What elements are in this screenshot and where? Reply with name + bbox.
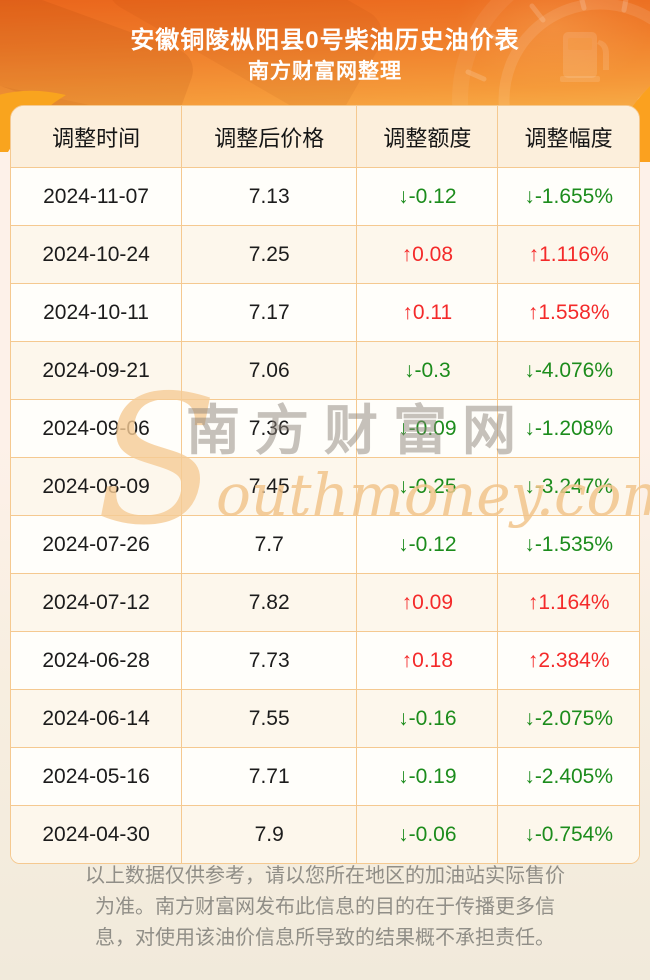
cell-price-after: 7.9 bbox=[182, 806, 358, 863]
cell-adjust-date: 2024-10-24 bbox=[11, 226, 183, 284]
cell-change-pct: ↓-1.535% bbox=[498, 516, 639, 574]
cell-price-after: 7.82 bbox=[182, 574, 358, 632]
cell-change-amount: ↑0.18 bbox=[357, 632, 499, 690]
table-row: 2024-10-11 7.17 ↑0.11 ↑1.558% bbox=[11, 284, 639, 342]
cell-change-pct: ↑1.164% bbox=[498, 574, 639, 632]
table-row: 2024-09-21 7.06 ↓-0.3 ↓-4.076% bbox=[11, 342, 639, 400]
table-row: 2024-04-30 7.9 ↓-0.06 ↓-0.754% bbox=[11, 806, 639, 863]
cell-change-amount: ↓-0.3 bbox=[357, 342, 499, 400]
cell-change-amount: ↑0.09 bbox=[357, 574, 499, 632]
table-body: 2024-11-07 7.13 ↓-0.12 ↓-1.655% 2024-10-… bbox=[11, 168, 639, 863]
cell-change-amount: ↑0.11 bbox=[357, 284, 499, 342]
cell-price-after: 7.7 bbox=[182, 516, 358, 574]
cell-adjust-date: 2024-05-16 bbox=[11, 748, 183, 806]
cell-price-after: 7.36 bbox=[182, 400, 358, 458]
column-header-change: 调整额度 bbox=[357, 106, 499, 168]
cell-change-pct: ↓-2.075% bbox=[498, 690, 639, 748]
cell-change-pct: ↑1.116% bbox=[498, 226, 639, 284]
column-header-date: 调整时间 bbox=[11, 106, 183, 168]
cell-change-pct: ↓-1.655% bbox=[498, 168, 639, 226]
cell-adjust-date: 2024-08-09 bbox=[11, 458, 183, 516]
cell-adjust-date: 2024-11-07 bbox=[11, 168, 183, 226]
column-header-pct: 调整幅度 bbox=[498, 106, 639, 168]
table-header-row: 调整时间 调整后价格 调整额度 调整幅度 bbox=[11, 106, 639, 168]
cell-change-amount: ↑0.08 bbox=[357, 226, 499, 284]
table-row: 2024-10-24 7.25 ↑0.08 ↑1.116% bbox=[11, 226, 639, 284]
table-row: 2024-11-07 7.13 ↓-0.12 ↓-1.655% bbox=[11, 168, 639, 226]
table-row: 2024-07-12 7.82 ↑0.09 ↑1.164% bbox=[11, 574, 639, 632]
column-header-price: 调整后价格 bbox=[182, 106, 358, 168]
cell-adjust-date: 2024-07-26 bbox=[11, 516, 183, 574]
cell-adjust-date: 2024-07-12 bbox=[11, 574, 183, 632]
cell-change-amount: ↓-0.06 bbox=[357, 806, 499, 863]
cell-price-after: 7.73 bbox=[182, 632, 358, 690]
disclaimer: 以上数据仅供参考，请以您所在地区的加油站实际售价为准。南方财富网发布此信息的目的… bbox=[0, 861, 650, 954]
cell-change-pct: ↓-0.754% bbox=[498, 806, 639, 863]
cell-change-amount: ↓-0.12 bbox=[357, 168, 499, 226]
cell-price-after: 7.55 bbox=[182, 690, 358, 748]
page-title: 安徽铜陵枞阳县0号柴油历史油价表 bbox=[130, 27, 520, 54]
table-row: 2024-07-26 7.7 ↓-0.12 ↓-1.535% bbox=[11, 516, 639, 574]
cell-price-after: 7.45 bbox=[182, 458, 358, 516]
cell-change-pct: ↓-3.247% bbox=[498, 458, 639, 516]
cell-adjust-date: 2024-09-06 bbox=[11, 400, 183, 458]
cell-adjust-date: 2024-10-11 bbox=[11, 284, 183, 342]
cell-change-pct: ↓-1.208% bbox=[498, 400, 639, 458]
cell-change-pct: ↓-2.405% bbox=[498, 748, 639, 806]
cell-price-after: 7.06 bbox=[182, 342, 358, 400]
table-row: 2024-08-09 7.45 ↓-0.25 ↓-3.247% bbox=[11, 458, 639, 516]
cell-adjust-date: 2024-09-21 bbox=[11, 342, 183, 400]
table-row: 2024-06-14 7.55 ↓-0.16 ↓-2.075% bbox=[11, 690, 639, 748]
cell-change-amount: ↓-0.09 bbox=[357, 400, 499, 458]
table-row: 2024-06-28 7.73 ↑0.18 ↑2.384% bbox=[11, 632, 639, 690]
cell-adjust-date: 2024-06-14 bbox=[11, 690, 183, 748]
cell-price-after: 7.13 bbox=[182, 168, 358, 226]
cell-adjust-date: 2024-06-28 bbox=[11, 632, 183, 690]
cell-price-after: 7.71 bbox=[182, 748, 358, 806]
cell-price-after: 7.17 bbox=[182, 284, 358, 342]
price-history-table: 调整时间 调整后价格 调整额度 调整幅度 2024-11-07 7.13 ↓-0… bbox=[10, 105, 640, 864]
cell-change-amount: ↓-0.25 bbox=[357, 458, 499, 516]
page-subtitle: 南方财富网整理 bbox=[248, 60, 402, 83]
cell-change-amount: ↓-0.12 bbox=[357, 516, 499, 574]
cell-change-amount: ↓-0.16 bbox=[357, 690, 499, 748]
cell-change-pct: ↑2.384% bbox=[498, 632, 639, 690]
cell-change-amount: ↓-0.19 bbox=[357, 748, 499, 806]
cell-price-after: 7.25 bbox=[182, 226, 358, 284]
cell-change-pct: ↓-4.076% bbox=[498, 342, 639, 400]
cell-adjust-date: 2024-04-30 bbox=[11, 806, 183, 863]
disclaimer-text: 以上数据仅供参考，请以您所在地区的加油站实际售价为准。南方财富网发布此信息的目的… bbox=[85, 865, 565, 949]
cell-change-pct: ↑1.558% bbox=[498, 284, 639, 342]
table-row: 2024-09-06 7.36 ↓-0.09 ↓-1.208% bbox=[11, 400, 639, 458]
table-row: 2024-05-16 7.71 ↓-0.19 ↓-2.405% bbox=[11, 748, 639, 806]
